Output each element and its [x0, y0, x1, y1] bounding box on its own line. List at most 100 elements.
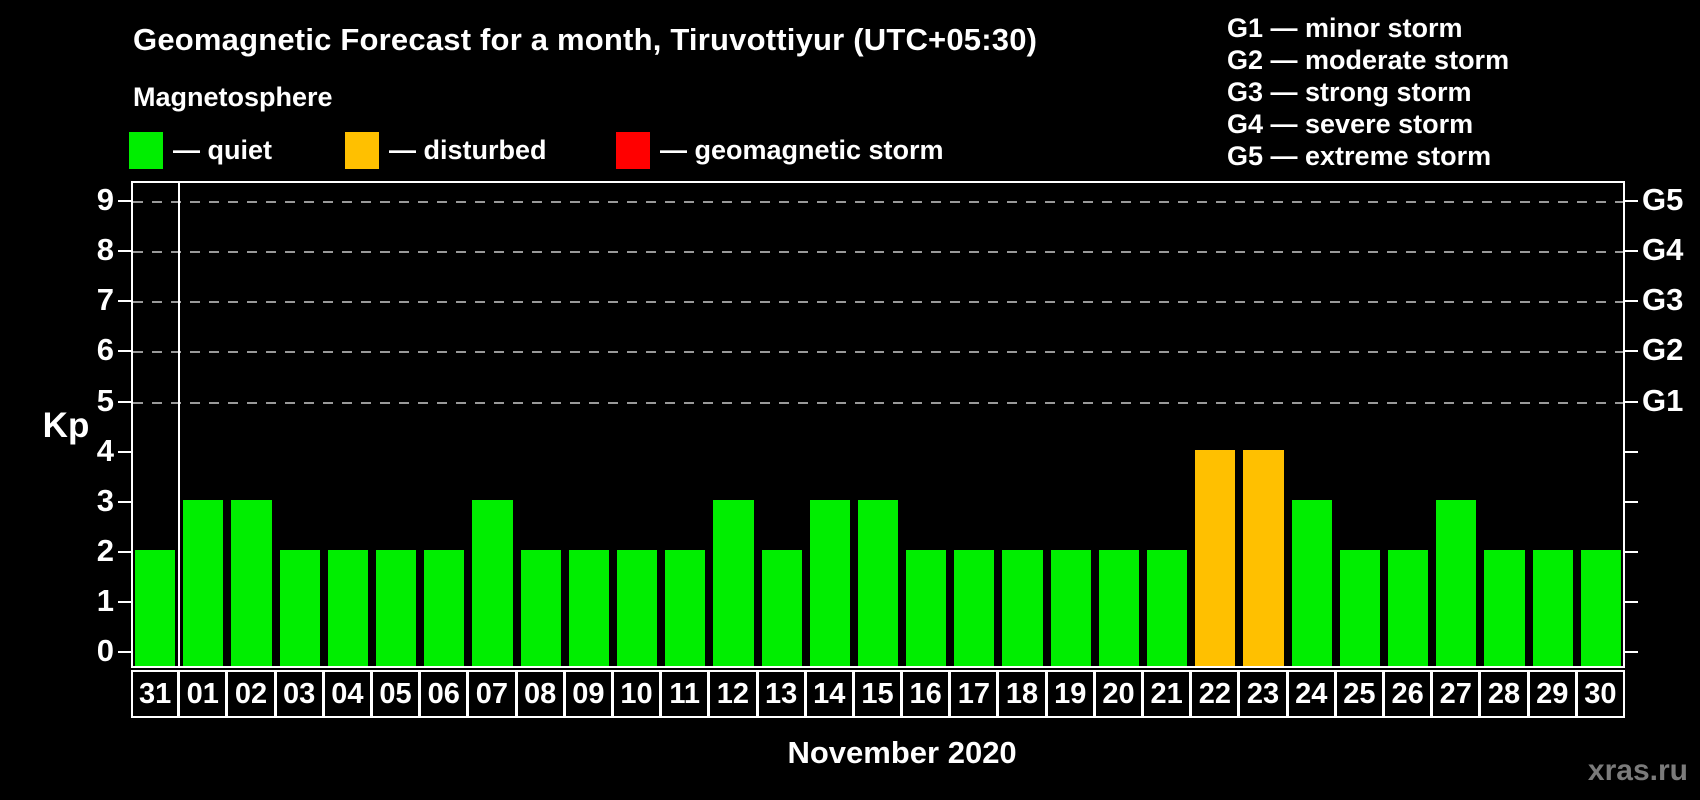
kp-bar-day-06 — [424, 549, 465, 666]
kp-bar-day-03 — [279, 549, 320, 666]
y-axis-label-0: 0 — [96, 633, 114, 668]
magnetosphere-legend-heading: Magnetosphere — [133, 82, 333, 112]
right-tick-8 — [1625, 250, 1638, 253]
gridline-kp-9 — [133, 201, 1623, 204]
day-label-30: 30 — [1575, 670, 1625, 718]
day-label-23: 23 — [1238, 670, 1288, 718]
day-label-04: 04 — [322, 670, 372, 718]
day-label-25: 25 — [1334, 670, 1385, 718]
right-tick-0 — [1625, 651, 1638, 653]
day-label-05: 05 — [370, 670, 421, 718]
gridline-kp-8 — [133, 251, 1623, 254]
kp-bar-day-28 — [1484, 549, 1525, 666]
watermark: xras.ru — [1587, 754, 1688, 787]
day-label-16: 16 — [901, 670, 951, 718]
left-tick-1 — [118, 600, 131, 603]
kp-bar-day-15 — [857, 499, 899, 666]
gridline-kp-6 — [133, 351, 1623, 354]
kp-bar-day-17 — [954, 549, 995, 666]
right-tick-1 — [1625, 600, 1638, 603]
right-axis-label-g3: G3 — [1642, 282, 1684, 318]
y-axis-title: Kp — [42, 406, 90, 445]
day-label-29: 29 — [1527, 670, 1577, 718]
storm-scale-g5: G5 — extreme storm — [1227, 141, 1492, 171]
kp-bar-day-27 — [1436, 499, 1477, 666]
kp-bar-day-04 — [327, 549, 368, 666]
kp-bar-day-24 — [1291, 499, 1332, 666]
chart-title: Geomagnetic Forecast for a month, Tiruvo… — [133, 22, 1038, 57]
right-tick-2 — [1625, 550, 1638, 553]
left-tick-6 — [118, 350, 131, 353]
day-label-13: 13 — [756, 670, 806, 718]
day-label-12: 12 — [708, 670, 758, 718]
right-tick-9 — [1625, 200, 1638, 203]
kp-bar-day-21 — [1147, 549, 1188, 666]
day-label-26: 26 — [1383, 670, 1433, 718]
day-label-15: 15 — [852, 670, 903, 718]
day-label-08: 08 — [515, 670, 565, 718]
day-label-03: 03 — [274, 670, 324, 718]
day-label-27: 27 — [1431, 670, 1481, 718]
kp-bar-day-01 — [183, 499, 224, 666]
left-tick-7 — [118, 300, 131, 303]
kp-bar-day-29 — [1532, 549, 1573, 666]
left-tick-2 — [118, 550, 131, 553]
left-tick-9 — [118, 200, 131, 203]
right-tick-6 — [1625, 350, 1638, 353]
right-axis-label-g4: G4 — [1642, 232, 1684, 268]
left-tick-4 — [118, 450, 131, 453]
y-axis-label-2: 2 — [96, 532, 114, 568]
y-axis-label-6: 6 — [96, 332, 114, 368]
kp-bar-day-16 — [906, 549, 947, 666]
kp-bar-day-11 — [665, 549, 706, 666]
kp-bar-day-20 — [1098, 549, 1140, 666]
day-label-02: 02 — [226, 670, 276, 718]
kp-bar-day-10 — [616, 549, 658, 666]
storm-scale-g2: G2 — moderate storm — [1227, 45, 1510, 75]
legend-label-quiet: — quiet — [173, 135, 272, 165]
day-label-14: 14 — [804, 670, 854, 718]
storm-color-swatch — [616, 132, 650, 169]
y-axis-label-7: 7 — [96, 282, 114, 318]
kp-bar-day-02 — [231, 499, 272, 666]
y-axis-label-8: 8 — [96, 232, 114, 268]
storm-scale-legend: G1 — minor storm G2 — moderate storm G3 … — [1227, 12, 1509, 172]
kp-bar-day-18 — [1002, 549, 1043, 666]
day-label-18: 18 — [997, 670, 1047, 718]
day-label-17: 17 — [949, 670, 999, 718]
kp-bar-day-08 — [520, 549, 561, 666]
kp-bar-day-05 — [375, 549, 417, 666]
day-label-28: 28 — [1479, 670, 1529, 718]
legend-label-disturbed: — disturbed — [389, 135, 547, 165]
disturbed-color-swatch — [345, 132, 379, 169]
right-axis-label-g2: G2 — [1642, 332, 1684, 368]
right-axis-label-g1: G1 — [1642, 382, 1684, 418]
month-separator-line — [178, 183, 181, 666]
day-label-24: 24 — [1286, 670, 1336, 718]
left-tick-5 — [118, 400, 131, 403]
left-tick-8 — [118, 250, 131, 253]
legend-label-storm: — geomagnetic storm — [660, 135, 944, 165]
kp-bar-day-30 — [1580, 549, 1621, 666]
day-label-10: 10 — [611, 670, 662, 718]
y-axis-label-5: 5 — [96, 382, 114, 418]
right-axis-label-g5: G5 — [1642, 182, 1684, 218]
day-label-09: 09 — [563, 670, 613, 718]
storm-scale-g3: G3 — strong storm — [1227, 77, 1472, 107]
left-tick-3 — [118, 500, 131, 503]
kp-bar-day-13 — [761, 549, 802, 666]
kp-bar-day-19 — [1050, 549, 1091, 666]
kp-bar-day-14 — [809, 499, 850, 666]
day-label-11: 11 — [660, 670, 710, 718]
day-label-01: 01 — [178, 670, 228, 718]
y-axis-label-9: 9 — [96, 182, 114, 218]
storm-scale-g4: G4 — severe storm — [1227, 109, 1474, 139]
y-axis-label-1: 1 — [96, 582, 114, 618]
right-tick-7 — [1625, 300, 1638, 303]
x-axis-day-labels: 31 01 02 03 04 05 06 07 08 09 10 11 12 13 14 15 16 17 18 19… — [131, 670, 1625, 718]
day-label-07: 07 — [467, 670, 517, 718]
day-label-20: 20 — [1093, 670, 1144, 718]
kp-bar-day-09 — [568, 549, 609, 666]
kp-bar-day-26 — [1388, 549, 1429, 666]
